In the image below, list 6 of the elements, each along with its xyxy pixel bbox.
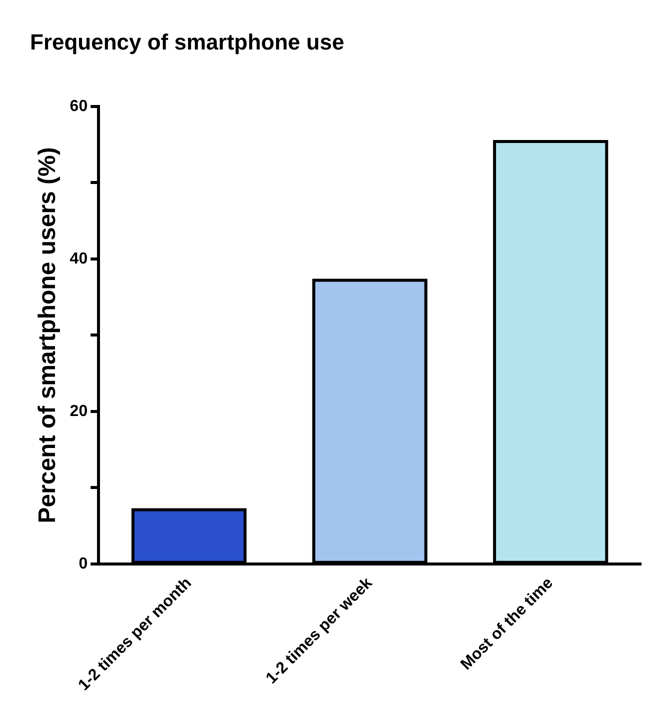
y-tick-label: 60: [70, 98, 88, 115]
y-tick-label: 20: [70, 402, 88, 420]
chart-title: Frequency of smartphone use: [30, 29, 344, 54]
y-axis-title: Percent of smartphone users (%): [34, 147, 62, 524]
y-tick-label: 0: [78, 555, 88, 572]
y-tick-label: 40: [70, 250, 88, 268]
